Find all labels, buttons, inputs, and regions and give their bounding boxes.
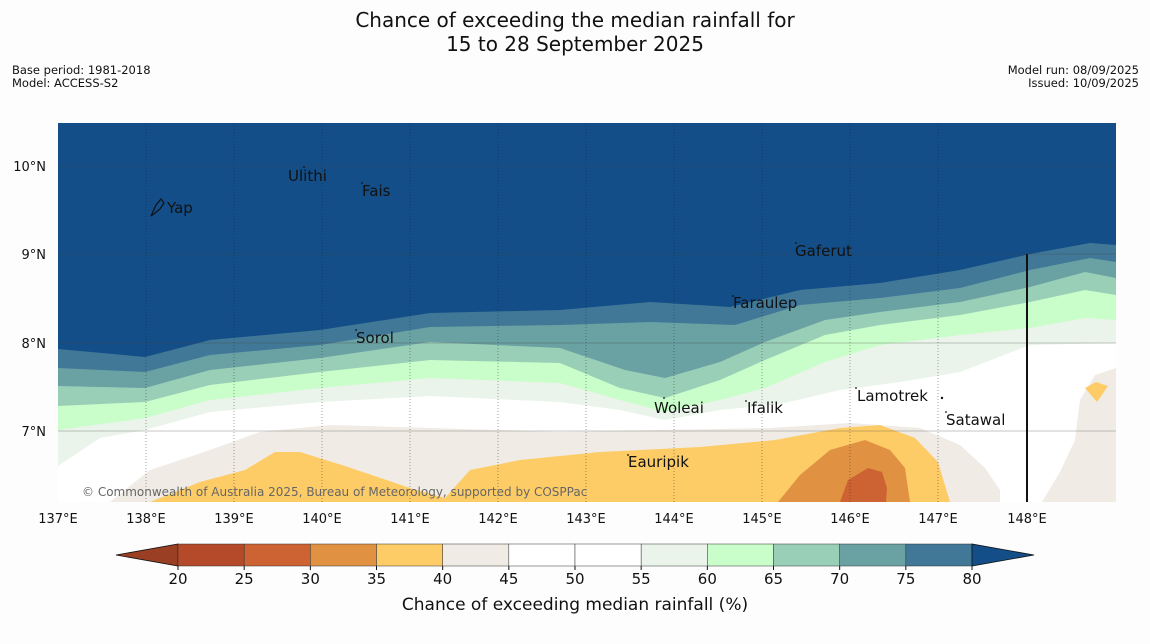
meta-right: Model run: 08/09/2025 Issued: 10/09/2025 <box>1008 64 1139 90</box>
colorbar-tick-label: 65 <box>764 570 783 588</box>
map-title: Chance of exceeding the median rainfall … <box>0 8 1150 56</box>
lon-label-141e: 141°E <box>390 512 430 527</box>
lat-label-10n: 10°N <box>13 160 46 175</box>
colorbar-tick-label: 75 <box>896 570 915 588</box>
meta-left: Base period: 1981-2018 Model: ACCESS-S2 <box>12 64 151 90</box>
colorbar-cell <box>177 543 245 567</box>
colorbar-tick-label: 35 <box>367 570 386 588</box>
band-35-40 <box>150 425 950 502</box>
colorbar-tick-label: 40 <box>433 570 452 588</box>
band-35-40-east <box>1085 382 1108 402</box>
colorbar-tick-label: 30 <box>301 570 320 588</box>
colorbar-cell <box>773 543 840 567</box>
map-plot-area: Yap Ulithi Fais Sorol Gaferut Faraulep W… <box>58 123 1116 502</box>
colorbar-tick-label: 80 <box>962 570 981 588</box>
yap-island-shape <box>150 198 165 217</box>
lon-label-142e: 142°E <box>478 512 518 527</box>
lon-label-145e: 145°E <box>742 512 782 527</box>
place-sorol: Sorol <box>356 329 394 347</box>
lon-label-148e: 148°E <box>1007 512 1047 527</box>
place-eauripik: Eauripik <box>628 453 689 471</box>
colorbar-cell <box>310 543 377 567</box>
colorbar-cells <box>177 543 973 567</box>
colorbar-tick-labels: 20 25 30 35 40 45 50 55 60 65 70 75 80 <box>168 566 982 588</box>
title-line-1: Chance of exceeding the median rainfall … <box>355 8 795 32</box>
colorbar-cell <box>905 543 973 567</box>
lat-label-8n: 8°N <box>22 337 47 352</box>
place-lamotrek: Lamotrek <box>857 387 928 405</box>
colorbar-tick-label: 70 <box>830 570 849 588</box>
colorbar-cell <box>574 543 642 567</box>
colorbar-tick-label: 60 <box>698 570 717 588</box>
place-ifalik: Ifalik <box>747 399 783 417</box>
place-ulithi: Ulithi <box>288 167 327 185</box>
colorbar-cell <box>839 543 907 567</box>
colorbar-cell <box>707 543 774 567</box>
colorbar-title: Chance of exceeding median rainfall (%) <box>402 595 748 615</box>
colorbar-tick-label: 25 <box>235 570 254 588</box>
colorbar-tick-label: 20 <box>168 570 187 588</box>
colorbar-under-triangle <box>115 543 179 567</box>
title-line-2: 15 to 28 September 2025 <box>446 32 704 56</box>
lon-label-144e: 144°E <box>654 512 694 527</box>
lon-label-147e: 147°E <box>918 512 958 527</box>
colorbar-cell <box>376 543 443 567</box>
lon-label-146e: 146°E <box>830 512 870 527</box>
colorbar-cell <box>640 543 708 567</box>
latitude-labels: 10°N 9°N 8°N 7°N <box>13 160 46 440</box>
copyright-text: © Commonwealth of Australia 2025, Bureau… <box>82 485 587 499</box>
colorbar-tick-label: 45 <box>499 570 518 588</box>
colorbar-cell <box>243 543 311 567</box>
colorbar-cell <box>442 543 510 567</box>
latitude-gridlines <box>58 165 1116 432</box>
issued-date: Issued: 10/09/2025 <box>1028 76 1139 90</box>
place-faraulep: Faraulep <box>733 294 797 312</box>
band-40-45-east <box>1042 368 1116 502</box>
place-woleai: Woleai <box>654 399 704 417</box>
longitude-labels: 137°E 138°E 139°E 140°E 141°E 142°E 143°… <box>38 512 1047 527</box>
lon-label-140e: 140°E <box>302 512 342 527</box>
place-fais: Fais <box>362 182 391 200</box>
colorbar-tick-label: 50 <box>565 570 584 588</box>
longitude-gridlines <box>145 123 939 502</box>
lon-label-138e: 138°E <box>126 512 166 527</box>
place-yap: Yap <box>166 199 193 217</box>
place-satawal: Satawal <box>946 411 1005 429</box>
colorbar-tick-label: 55 <box>632 570 651 588</box>
model-run: Model run: 08/09/2025 <box>1007 63 1139 77</box>
colorbar: 20 25 30 35 40 45 50 55 60 65 70 75 80 Chance of exc… <box>115 543 1035 615</box>
lon-label-139e: 139°E <box>214 512 254 527</box>
island-markers <box>303 166 947 456</box>
lat-label-9n: 9°N <box>22 248 47 263</box>
band-25-30 <box>840 468 887 502</box>
model-name: Model: ACCESS-S2 <box>12 76 119 90</box>
lon-label-137e: 137°E <box>38 512 78 527</box>
lat-label-7n: 7°N <box>22 425 47 440</box>
place-gaferut: Gaferut <box>795 242 852 260</box>
colorbar-cell <box>508 543 576 567</box>
base-period: Base period: 1981-2018 <box>12 63 151 77</box>
colorbar-over-triangle <box>971 543 1035 567</box>
lon-label-143e: 143°E <box>566 512 606 527</box>
